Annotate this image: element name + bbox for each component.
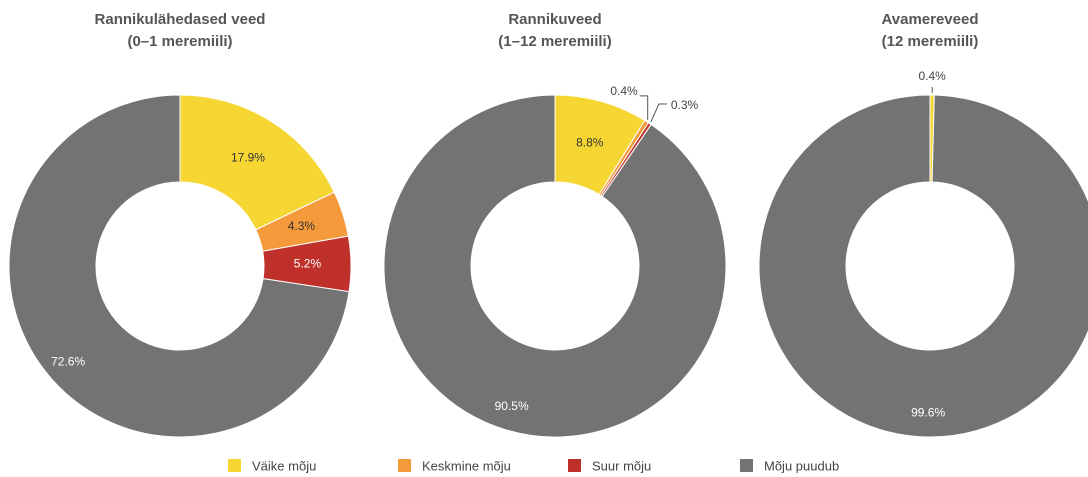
donut-slice xyxy=(8,94,350,438)
chart-title: Avamereveed xyxy=(881,11,978,28)
legend-swatch xyxy=(228,459,241,472)
value-label: 8.8% xyxy=(576,136,604,150)
chart-title: Rannikulähedased veed xyxy=(95,11,266,28)
leader-line xyxy=(650,103,667,123)
value-label: 0.3% xyxy=(671,98,699,112)
chart-subtitle: (0–1 meremiili) xyxy=(127,33,232,50)
value-label: 17.9% xyxy=(231,150,265,164)
chart-subtitle: (12 meremiili) xyxy=(882,33,979,50)
legend-swatch xyxy=(568,459,581,472)
value-label: 90.5% xyxy=(495,399,529,413)
donut-slice xyxy=(758,94,1088,438)
value-label: 0.4% xyxy=(610,84,638,98)
value-label: 5.2% xyxy=(294,257,322,271)
leader-line xyxy=(639,95,649,120)
value-label: 0.4% xyxy=(918,69,946,83)
legend-swatch xyxy=(398,459,411,472)
donut-slice xyxy=(179,94,335,231)
chart-subtitle: (1–12 meremiili) xyxy=(498,33,611,50)
legend-label: Suur mõju xyxy=(592,458,651,473)
legend-label: Väike mõju xyxy=(252,458,316,473)
legend-label: Mõju puudub xyxy=(764,458,839,473)
legend-swatch xyxy=(740,459,753,472)
value-label: 72.6% xyxy=(51,354,85,368)
value-label: 99.6% xyxy=(911,406,945,420)
legend-label: Keskmine mõju xyxy=(422,458,511,473)
value-label: 4.3% xyxy=(288,219,316,233)
donut-slice xyxy=(383,94,727,438)
chart-title: Rannikuveed xyxy=(508,11,601,28)
